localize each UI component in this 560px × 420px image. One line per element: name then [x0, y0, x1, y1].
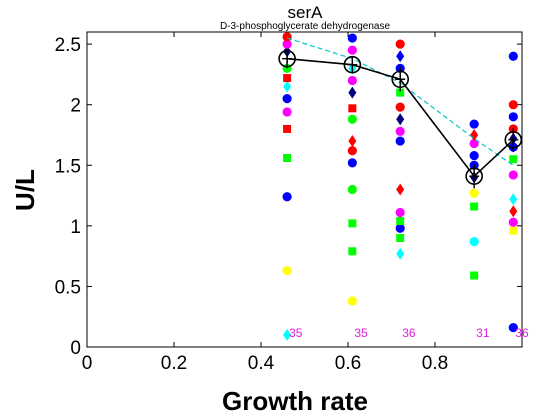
data-point: [348, 104, 357, 113]
data-point: [283, 74, 292, 83]
data-point: [348, 247, 357, 256]
data-point: [470, 202, 479, 211]
data-point: [347, 45, 357, 55]
data-point: [283, 80, 292, 93]
data-point: [396, 247, 405, 260]
data-point: [347, 296, 357, 306]
sample-count-label: 36: [515, 326, 529, 340]
data-point: [347, 75, 357, 86]
data-point: [347, 184, 357, 195]
data-point: [395, 207, 405, 218]
mean-marker-cross: [508, 134, 519, 145]
data-point: [347, 33, 357, 43]
data-point: [348, 219, 357, 228]
data-point: [282, 192, 292, 202]
mean-marker-cross: [282, 53, 293, 64]
data-point: [348, 86, 357, 99]
data-point: [395, 126, 405, 136]
data-point: [396, 88, 405, 97]
sample-count-label: 35: [354, 326, 368, 340]
data-point: [508, 112, 518, 122]
data-point: [282, 266, 292, 276]
data-point: [509, 226, 518, 235]
data-point: [282, 32, 292, 42]
x-tick-label: 0.2: [161, 353, 187, 374]
data-point: [282, 107, 292, 117]
sample-count-label: 36: [402, 326, 416, 340]
plot-area: 0 0.2 0.4 0.6 0.8 0 0.5 1 1.5 2 2.5 35 35 36 31 36: [55, 31, 529, 374]
data-point: [282, 94, 292, 104]
data-point: [508, 170, 518, 180]
data-point: [470, 128, 479, 141]
mean-marker: [465, 167, 483, 185]
data-point: [396, 233, 405, 242]
mean-marker: [391, 70, 410, 89]
data-point: [396, 50, 405, 63]
data-point: [509, 205, 518, 218]
x-tick-label: 0.8: [422, 353, 448, 374]
x-axis-label: Growth rate: [222, 386, 368, 416]
x-tick-label: 0: [82, 353, 93, 374]
data-point: [469, 150, 479, 161]
data-point: [283, 154, 292, 162]
data-point: [396, 113, 405, 126]
plot-marks: [278, 32, 522, 341]
x-tick-label: 0.4: [248, 353, 275, 374]
data-point: [396, 217, 405, 225]
x-tick-label: 0.6: [335, 353, 361, 374]
y-tick-label: 1.5: [55, 156, 81, 177]
y-tick-label: 1: [70, 217, 81, 238]
data-point: [508, 100, 518, 110]
data-point: [348, 135, 357, 148]
y-axis-label: U/L: [10, 169, 40, 211]
data-point: [395, 136, 405, 146]
data-point: [508, 217, 518, 227]
data-point: [509, 155, 518, 164]
data-point: [395, 102, 405, 112]
data-point: [347, 158, 357, 168]
mean-marker-cross: [395, 74, 406, 85]
y-tick-label: 0.5: [55, 277, 81, 298]
data-point: [282, 39, 292, 49]
data-point: [509, 193, 518, 206]
mean-marker-cross: [347, 59, 358, 70]
y-tick-label: 0: [70, 338, 81, 359]
data-point: [508, 51, 518, 61]
data-point: [470, 271, 479, 280]
data-point: [508, 323, 518, 333]
chart-title: serA: [288, 3, 324, 22]
axes-box: [86, 31, 523, 348]
mean-marker: [343, 55, 362, 74]
chart-subtitle: D-3-phosphoglycerate dehydrogenase: [220, 21, 391, 32]
data-point: [347, 146, 357, 156]
data-point: [395, 39, 405, 49]
mean-marker-cross: [469, 171, 480, 182]
data-point: [469, 188, 479, 198]
data-point: [283, 124, 292, 133]
sample-count-label: 31: [476, 326, 490, 340]
mean-marker: [278, 49, 296, 68]
data-point: [469, 236, 479, 247]
data-point: [469, 138, 479, 149]
data-point: [283, 328, 292, 341]
mean-marker: [504, 131, 522, 149]
y-tick-label: 2.5: [55, 35, 81, 56]
sample-count-label: 35: [289, 326, 303, 340]
data-point: [469, 119, 479, 129]
data-point: [396, 183, 405, 196]
data-point: [347, 114, 357, 124]
y-tick-label: 2: [70, 96, 81, 117]
data-point: [395, 223, 405, 233]
